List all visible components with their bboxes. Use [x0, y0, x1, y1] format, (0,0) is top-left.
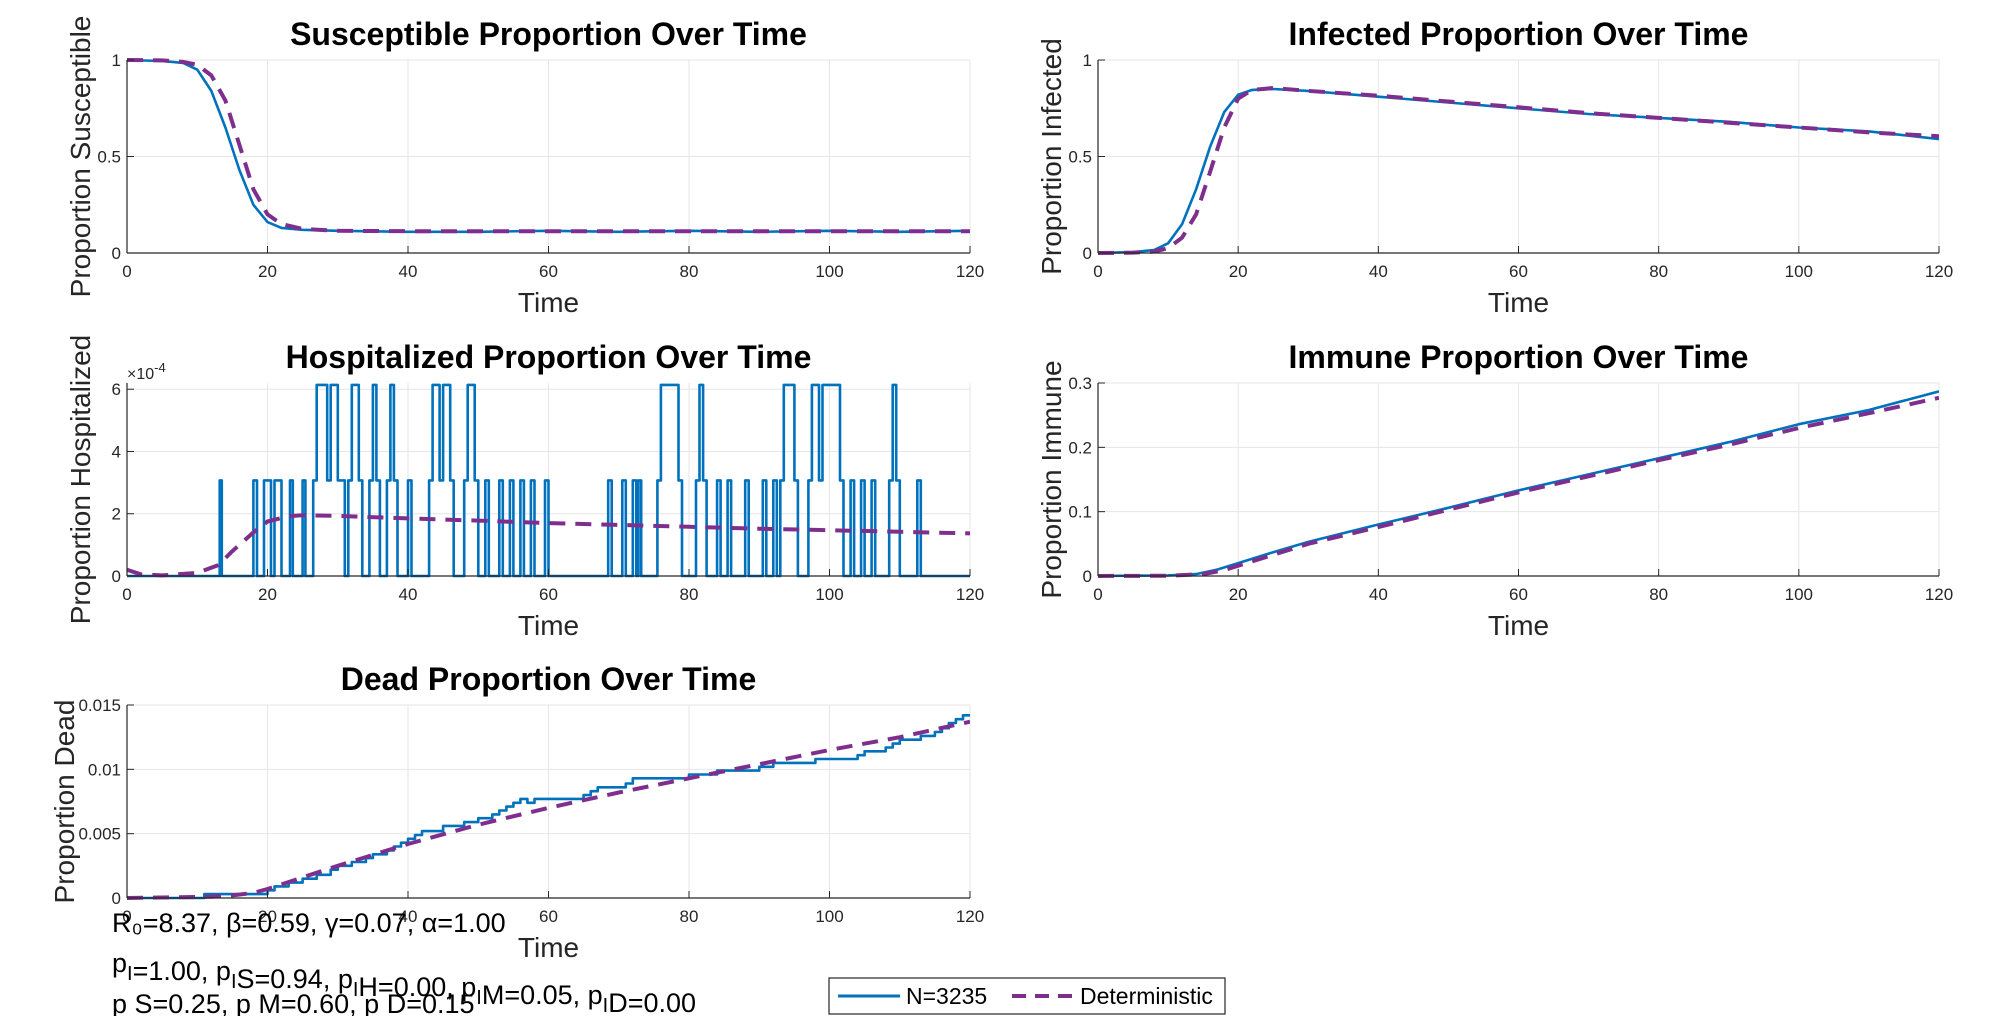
y-tick-label: 6 [112, 380, 121, 399]
x-tick-label: 20 [258, 585, 277, 604]
x-tick-label: 0 [122, 585, 131, 604]
x-axis-label: Time [1488, 287, 1549, 318]
x-tick-label: 80 [680, 585, 699, 604]
params-line-3: p S=0.25, p M=0.60, p D=0.15 [112, 989, 475, 1016]
y-tick-label: 0.1 [1068, 503, 1092, 522]
x-tick-label: 120 [956, 907, 984, 926]
y-tick-label: 0 [112, 889, 121, 908]
x-tick-label: 100 [1785, 585, 1813, 604]
x-tick-label: 60 [1509, 262, 1528, 281]
y-tick-label: 0.015 [78, 696, 121, 715]
x-tick-label: 80 [680, 262, 699, 281]
chart-title: Dead Proportion Over Time [341, 661, 757, 697]
y-tick-label: 0.2 [1068, 438, 1092, 457]
y-axis-label: Proportion Susceptible [65, 16, 96, 298]
x-tick-label: 60 [539, 907, 558, 926]
chart-infected: 0 20 40 60 80 100 120 0 0.5 1 Infected Proportion … [1036, 16, 1953, 318]
legend: N=3235 Deterministic [828, 977, 1226, 1015]
x-tick-label: 40 [399, 585, 418, 604]
y-axis-label: Proportion Hospitalized [65, 335, 96, 625]
x-tick-label: 100 [815, 262, 843, 281]
chart-hospitalized: 0 20 40 60 80 100 120 0 2 4 6 ×10-4 Hospitalized Pro… [65, 335, 984, 641]
y-axis-exponent: ×10-4 [127, 360, 166, 383]
x-tick-label: 80 [680, 907, 699, 926]
x-tick-label: 40 [1369, 585, 1388, 604]
series-line-deterministic [127, 719, 970, 900]
x-tick-label: 100 [1785, 262, 1813, 281]
series-line-deterministic [127, 513, 970, 578]
x-tick-label: 120 [1925, 262, 1953, 281]
params-line-1: R₀=8.37, β=0.59, γ=0.07, α=1.00 [112, 908, 506, 938]
y-axis-label: Proportion Dead [49, 700, 80, 904]
x-tick-label: 0 [1093, 262, 1102, 281]
x-axis-label: Time [518, 932, 579, 963]
x-tick-label: 40 [1369, 262, 1388, 281]
x-tick-label: 60 [539, 262, 558, 281]
y-tick-label: 0.5 [97, 148, 121, 167]
chart-title: Hospitalized Proportion Over Time [286, 339, 812, 375]
x-tick-label: 0 [1093, 585, 1102, 604]
x-tick-label: 120 [956, 585, 984, 604]
y-axis-label: Proportion Immune [1036, 360, 1067, 598]
x-tick-label: 60 [539, 585, 558, 604]
legend-box [828, 977, 1226, 1015]
x-axis-label: Time [518, 610, 579, 641]
parameter-annotation: R₀=8.37, β=0.59, γ=0.07, α=1.00 pI=1.00,… [112, 908, 696, 1016]
y-tick-label: 0 [112, 244, 121, 263]
x-tick-label: 100 [815, 907, 843, 926]
x-tick-label: 120 [1925, 585, 1953, 604]
chart-title: Immune Proportion Over Time [1289, 339, 1749, 375]
series-line-deterministic [1098, 395, 1939, 578]
params-line-2: pI=1.00, pIS=0.94, pIH=0.00, pIM=0.05, p… [112, 948, 696, 1016]
x-tick-label: 80 [1649, 262, 1668, 281]
x-tick-label: 40 [399, 262, 418, 281]
x-tick-label: 20 [258, 262, 277, 281]
y-tick-label: 2 [112, 505, 121, 524]
y-tick-label: 1 [112, 51, 121, 70]
chart-immune: 0 20 40 60 80 100 120 0 0.1 0.2 0.3 Immune Proporti… [1036, 339, 1953, 641]
y-tick-label: 0 [1083, 567, 1092, 586]
x-tick-label: 20 [1229, 585, 1248, 604]
series-line-deterministic [1098, 86, 1939, 255]
x-tick-label: 60 [1509, 585, 1528, 604]
chart-title: Susceptible Proportion Over Time [290, 16, 807, 52]
y-tick-label: 0.5 [1068, 148, 1092, 167]
y-tick-label: 4 [112, 442, 121, 461]
y-axis-label: Proportion Infected [1036, 38, 1067, 275]
legend-label-deterministic: Deterministic [1080, 983, 1213, 1009]
legend-label-stochastic: N=3235 [906, 983, 987, 1009]
x-tick-label: 20 [258, 907, 277, 926]
x-tick-label: 120 [956, 262, 984, 281]
x-tick-label: 100 [815, 585, 843, 604]
chart-title: Infected Proportion Over Time [1289, 16, 1749, 52]
y-tick-label: 0 [112, 567, 121, 586]
y-tick-label: 0.01 [88, 760, 121, 779]
x-tick-label: 20 [1229, 262, 1248, 281]
series-line-stochastic [127, 383, 970, 578]
y-tick-label: 1 [1083, 51, 1092, 70]
y-tick-label: 0.005 [78, 825, 121, 844]
x-axis-label: Time [518, 287, 579, 318]
x-axis-label: Time [1488, 610, 1549, 641]
chart-dead: 0 20 40 60 80 100 120 0 0.005 0.01 0.015 Dead Propo… [49, 661, 984, 963]
x-tick-label: 0 [122, 262, 131, 281]
chart-susceptible: 0 20 40 60 80 100 120 0 0.5 1 Susceptible Proporti… [65, 16, 984, 318]
x-tick-label: 40 [399, 907, 418, 926]
x-tick-label: 0 [122, 907, 131, 926]
y-tick-label: 0.3 [1068, 374, 1092, 393]
x-tick-label: 80 [1649, 585, 1668, 604]
series-line-deterministic [127, 58, 970, 234]
y-tick-label: 0 [1083, 244, 1092, 263]
